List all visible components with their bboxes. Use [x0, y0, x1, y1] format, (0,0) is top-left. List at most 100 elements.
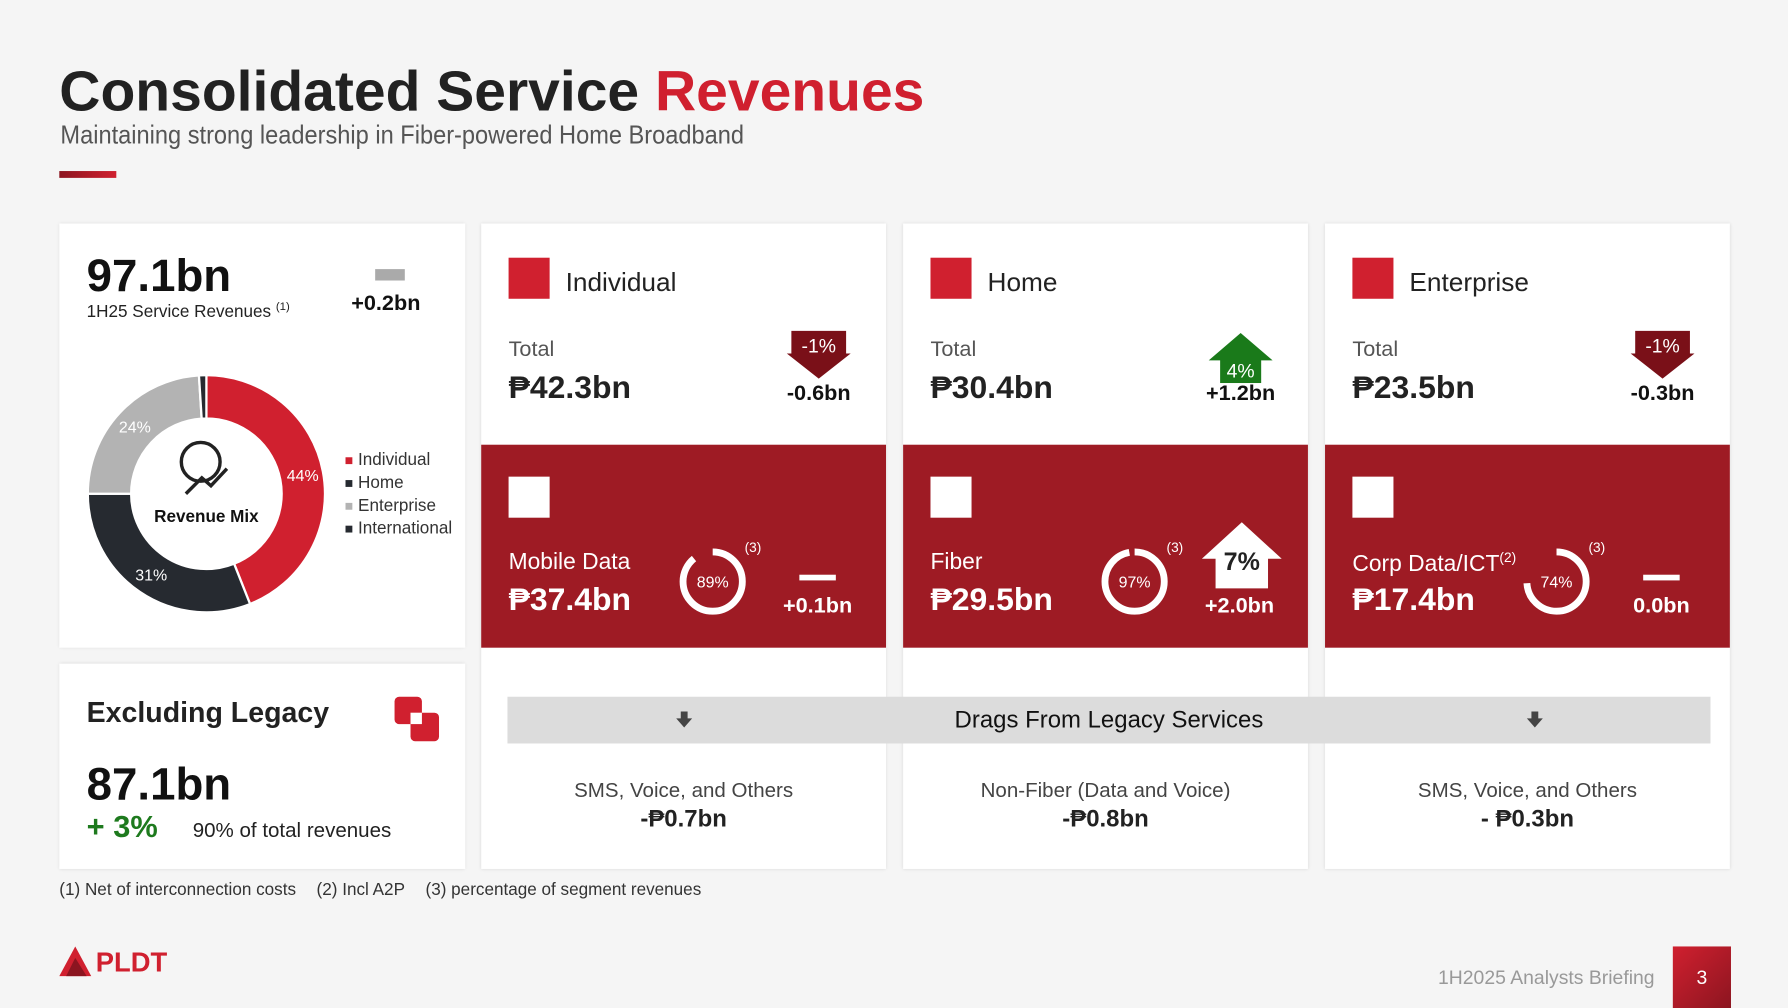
ring-label: 97%	[1119, 574, 1151, 591]
product-name: Mobile Data	[509, 551, 631, 574]
page-number: 3	[1696, 966, 1708, 989]
legacy-value: 87.1bn	[86, 759, 232, 810]
legend-label: Individual	[358, 450, 430, 469]
footnote: (2) Incl A2P	[316, 880, 405, 900]
donut-slice	[197, 374, 208, 420]
legend-label: Home	[358, 473, 404, 492]
arrow-shape	[786, 330, 851, 379]
segment-icon	[1352, 257, 1394, 299]
flat-dash	[375, 269, 405, 281]
change-arrow: -1%	[1630, 330, 1695, 379]
legacy-growth: + 3%	[86, 809, 158, 844]
product-value: ₱29.5bn	[930, 581, 1053, 617]
title: Consolidated Service Revenues	[59, 63, 924, 120]
flat-dash	[799, 574, 836, 581]
logo: PLDT	[95, 947, 168, 979]
segment-name: Home	[987, 266, 1058, 297]
legend-swatch	[345, 480, 353, 487]
product-label: Corp Data/ICT	[1352, 551, 1500, 577]
total-label: Total	[1352, 337, 1399, 362]
drag-value: -₱0.7bn	[640, 806, 727, 833]
change-pct: -1%	[802, 335, 836, 357]
summary-change: +0.2bn	[351, 291, 421, 316]
share-ring: 74% (3)	[1523, 540, 1605, 615]
donut-label: 44%	[287, 468, 319, 485]
product-icon	[508, 476, 550, 518]
total-value: ₱23.5bn	[1352, 369, 1475, 405]
product-value: ₱17.4bn	[1352, 581, 1475, 617]
product-label: Mobile Data	[508, 549, 631, 575]
arrow-shape	[1201, 522, 1282, 589]
share-note: (3)	[1588, 540, 1605, 555]
ring-label: 89%	[697, 574, 729, 591]
summary-label: 1H25 Service Revenues (1)	[86, 301, 290, 322]
product-value: ₱37.4bn	[508, 581, 632, 617]
briefing: 1H2025 Analysts Briefing	[1437, 966, 1655, 989]
total-label: Total	[930, 337, 977, 362]
donut-title: Revenue Mix	[154, 507, 259, 526]
product-change: +0.1bn	[782, 594, 853, 619]
donut-label: 24%	[119, 419, 151, 436]
summary-card: 97.1bn 1H25 Service Revenues (1) +0.2bn …	[59, 223, 466, 648]
note: (1)	[275, 301, 290, 314]
legacy-card: Excluding Legacy 87.1bn + 3% 90% of tota…	[59, 663, 466, 869]
change-arrow: 4%	[1208, 332, 1273, 384]
change-value: -0.6bn	[786, 382, 851, 406]
down-arrow	[676, 711, 693, 728]
accent-bar	[59, 171, 117, 178]
subtitle: Maintaining strong leadership in Fiber-p…	[60, 119, 745, 150]
product-icon	[930, 476, 972, 518]
title-accent: Revenues	[654, 59, 925, 124]
product-band: Fiber ₱29.5bn 97% (3) 7% +2.0bn	[903, 444, 1308, 648]
ring-label: 74%	[1541, 574, 1573, 591]
drag-value: -₱0.8bn	[1062, 806, 1149, 833]
segment-name: Enterprise	[1409, 266, 1529, 297]
product-band: Mobile Data ₱37.4bn 89% (3) +0.1bn	[481, 444, 887, 648]
ring-arc	[1101, 548, 1168, 615]
product-note: (2)	[1499, 549, 1517, 566]
legacy-icon	[394, 696, 440, 742]
product-change: +2.0bn	[1204, 594, 1275, 619]
product-change: 0.0bn	[1633, 594, 1690, 619]
donut-slice	[205, 374, 327, 606]
drag-label: SMS, Voice, and Others	[1417, 778, 1637, 802]
ring-arc	[1523, 548, 1590, 615]
change-pct: -1%	[1645, 335, 1679, 357]
share-ring: 97% (3)	[1101, 540, 1184, 615]
legend-swatch	[345, 502, 353, 510]
drag-label: Non-Fiber (Data and Voice)	[980, 778, 1231, 802]
arrow-shape	[1630, 330, 1695, 379]
product-name: Fiber	[930, 551, 982, 574]
change-arrow: -1%	[786, 330, 851, 379]
flat-dash	[1643, 574, 1680, 581]
donut-chart: 44% Individual 31% Home 24% Enterprise Interna…	[86, 374, 452, 614]
share-ring: 89% (3)	[679, 540, 761, 615]
total-value: ₱42.3bn	[508, 369, 632, 405]
change-value: -0.3bn	[1630, 382, 1695, 406]
segment-name: Individual	[565, 266, 677, 297]
legend-label: Enterprise	[358, 496, 436, 515]
segment-icon	[508, 257, 550, 299]
ring-arc	[679, 548, 746, 615]
page-box: 3	[1672, 946, 1731, 1008]
summary-value: 97.1bn	[86, 250, 232, 302]
mix-icon	[179, 440, 222, 483]
product-arrow: 7%	[1201, 522, 1282, 589]
mix-icon-arrow	[184, 467, 229, 495]
drag-value: - ₱0.3bn	[1480, 806, 1575, 833]
share-note: (3)	[1167, 540, 1184, 555]
down-arrow	[1526, 711, 1543, 728]
footnotes: (1) Net of interconnection costs (2) Incl…	[59, 881, 701, 898]
segment-card: Enterprise Total ₱23.5bn -1% -0.3bn Corp Data…	[1325, 223, 1730, 869]
segment-card: Home Total ₱30.4bn 4% +1.2bn Fiber ₱29.5bn 97% (…	[903, 223, 1308, 869]
segment-icon	[930, 257, 972, 299]
legacy-share: 90% of total revenues	[192, 818, 392, 842]
legend-swatch	[345, 525, 353, 533]
product-name: Corp Data/ICT(2)	[1352, 551, 1516, 576]
footnote: (1) Net of interconnection costs	[59, 880, 297, 900]
logo-mark	[59, 946, 92, 977]
change-value: +1.2bn	[1206, 382, 1276, 406]
footnote: (3) percentage of segment revenues	[425, 880, 702, 900]
donut-label: 31%	[135, 568, 167, 585]
label: 1H25 Service Revenues	[86, 302, 272, 322]
